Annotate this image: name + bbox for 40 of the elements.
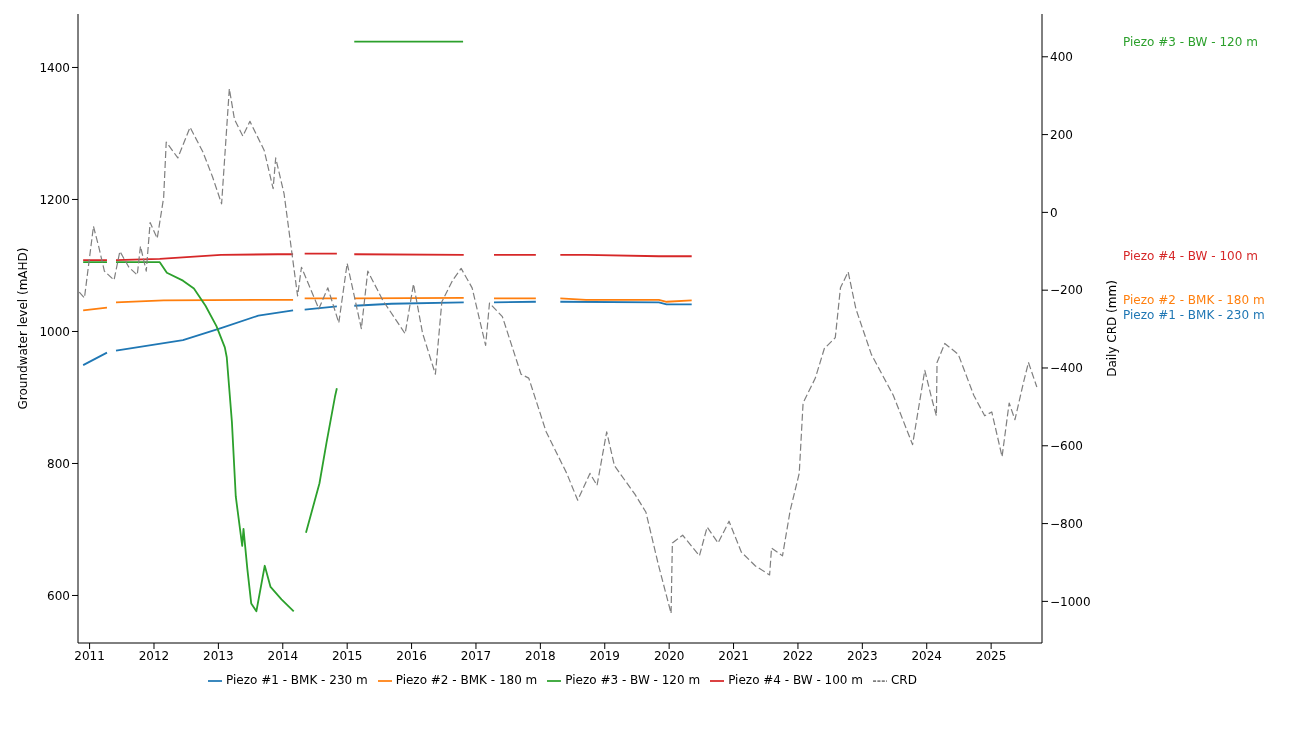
- x-tick-label: 2011: [74, 648, 105, 663]
- x-tick-label: 2012: [138, 648, 170, 663]
- x-tick-label: 2013: [203, 648, 234, 663]
- text: Piezo #4 - BW - 100 m: [1123, 249, 1258, 264]
- x-tick-label: 2022: [782, 648, 814, 663]
- y-tick-label: 600: [47, 588, 70, 603]
- y-tick-label: 1200: [39, 192, 70, 207]
- y2-tick-label: 200: [1050, 127, 1073, 142]
- y2-tick-label: −200: [1050, 283, 1083, 298]
- y2-tick-label: −1000: [1050, 594, 1091, 609]
- x-tick-label: 2014: [267, 648, 299, 663]
- y-tick-label: 800: [47, 456, 70, 471]
- y2-tick-label: −400: [1050, 361, 1083, 376]
- y2-tick-label: 0: [1050, 205, 1058, 220]
- y2-tick-label: −600: [1050, 439, 1083, 454]
- x-tick-label: 2019: [589, 648, 621, 663]
- y2-tick-label: −800: [1050, 516, 1083, 531]
- legend-label: Piezo #3 - BW - 120 m: [565, 673, 701, 687]
- y2-axis-title: Daily CRD (mm): [1105, 280, 1120, 377]
- x-tick-label: 2015: [331, 648, 363, 663]
- legend-label: Piezo #4 - BW - 100 m: [728, 673, 863, 687]
- y-tick-label: 1400: [39, 60, 70, 75]
- x-tick-label: 2021: [718, 648, 749, 663]
- x-tick-label: 2016: [396, 648, 427, 663]
- line-series: [78, 88, 1038, 615]
- legend-label: Piezo #1 - BMK - 230 m: [226, 673, 368, 687]
- x-tick-label: 2024: [911, 648, 943, 663]
- x-tick-label: 2017: [460, 648, 492, 663]
- text: Piezo #2 - BMK - 180 m: [1123, 293, 1265, 308]
- text: Piezo #1 - BMK - 230 m: [1123, 308, 1265, 323]
- y-tick-label: 1000: [39, 324, 70, 339]
- legend-label: Piezo #2 - BMK - 180 m: [395, 673, 538, 687]
- x-tick-label: 2025: [975, 648, 1007, 663]
- legend-label: CRD: [890, 673, 917, 687]
- text: Piezo #3 - BW - 120 m: [1123, 34, 1258, 49]
- x-tick-label: 2020: [653, 648, 685, 663]
- y2-tick-label: 400: [1050, 50, 1073, 65]
- x-tick-label: 2023: [847, 648, 878, 663]
- x-tick-label: 2018: [525, 648, 556, 663]
- y-axis-title: Groundwater level (mAHD): [16, 247, 31, 410]
